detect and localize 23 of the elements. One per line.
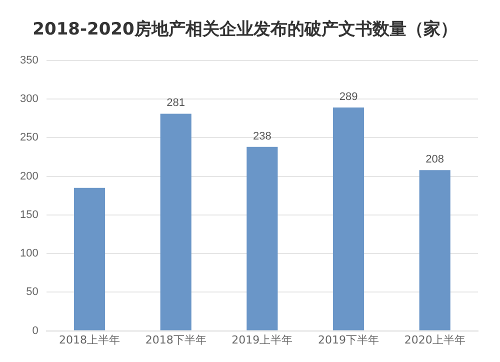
chart-title: 2018-2020房地产相关企业发布的破产文书数量（家） (32, 20, 458, 40)
data-label: 208 (426, 154, 444, 166)
y-tick-label: 100 (20, 248, 38, 260)
x-tick-label: 2020上半年 (404, 333, 466, 346)
bar (419, 170, 450, 330)
y-tick-label: 250 (20, 132, 38, 144)
bar (332, 108, 364, 330)
y-tick-label: 350 (20, 54, 38, 66)
y-tick-label: 300 (20, 93, 38, 106)
data-label: 238 (252, 130, 272, 142)
y-tick-label: 150 (20, 208, 38, 221)
bar (160, 114, 192, 330)
x-tick-label: 2019下半年 (318, 333, 380, 346)
bar (246, 146, 278, 330)
y-tick-label: 0 (32, 324, 38, 337)
y-tick-label: 50 (26, 286, 38, 298)
x-tick-label: 2018下半年 (145, 333, 206, 346)
data-label: 281 (166, 97, 186, 110)
x-tick-label: 2018上半年 (59, 333, 120, 346)
y-tick-label: 200 (20, 170, 38, 182)
bar (74, 188, 106, 330)
data-label: 289 (339, 91, 358, 104)
x-tick-label: 2019上半年 (232, 333, 293, 346)
